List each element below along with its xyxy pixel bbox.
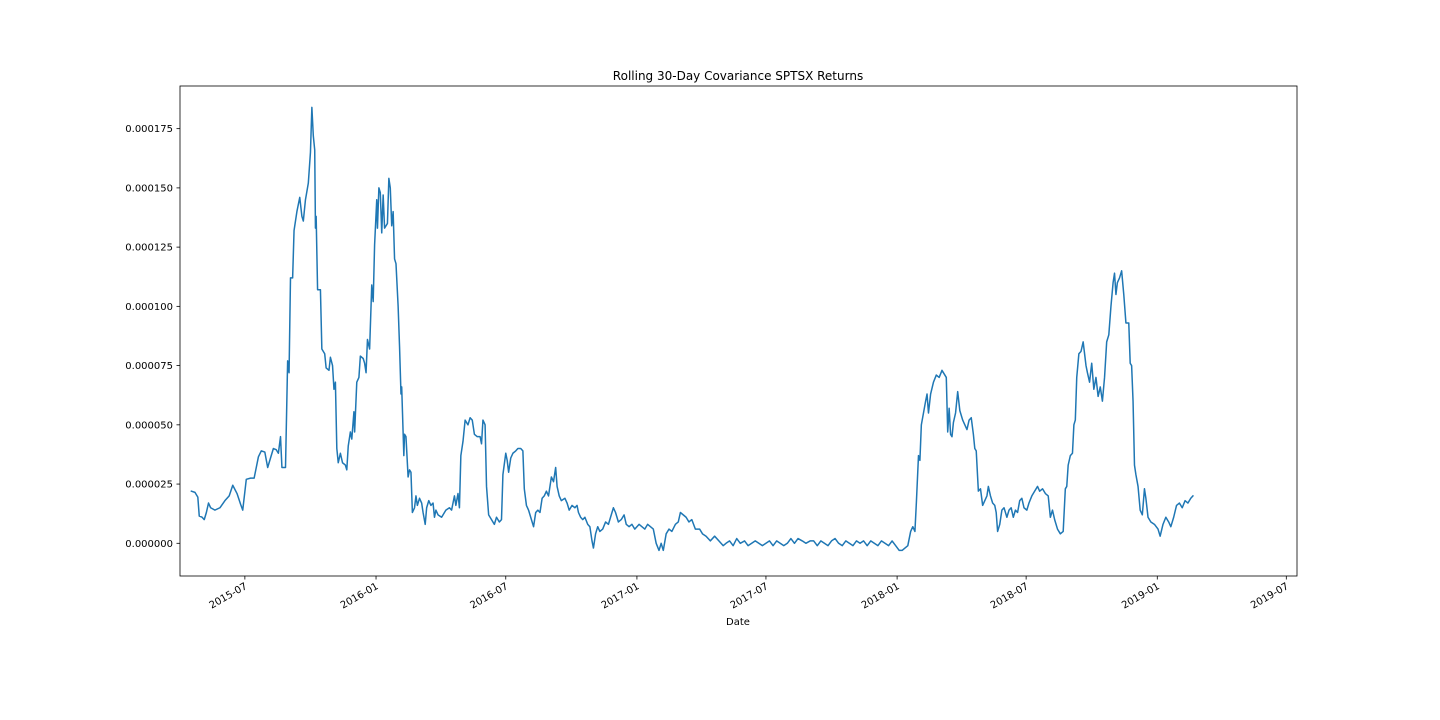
- y-tick-label: 0.000050: [125, 420, 173, 431]
- y-tick-label: 0.000125: [125, 243, 173, 254]
- chart-title: Rolling 30-Day Covariance SPTSX Returns: [613, 69, 863, 83]
- x-axis-label: Date: [726, 617, 750, 628]
- y-tick-label: 0.000100: [125, 302, 173, 313]
- y-tick-label: 0.000000: [125, 539, 173, 550]
- y-tick-label: 0.000150: [125, 183, 173, 194]
- y-tick-label: 0.000175: [125, 124, 173, 135]
- y-tick-label: 0.000025: [125, 480, 173, 491]
- y-tick-label: 0.000075: [125, 361, 173, 372]
